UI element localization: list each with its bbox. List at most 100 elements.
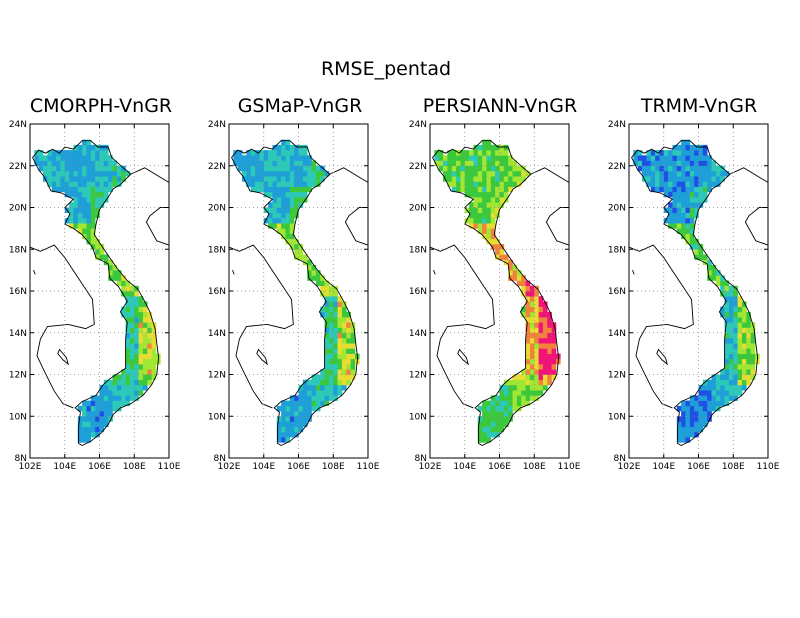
rmse-cell — [663, 191, 669, 198]
rmse-cell — [142, 364, 148, 370]
rmse-cell — [285, 150, 291, 156]
panel-title: CMORPH-VnGR — [30, 95, 172, 117]
rmse-cell — [495, 155, 500, 161]
rmse-cell — [116, 181, 122, 187]
rmse-cell — [685, 139, 691, 146]
rmse-cell — [281, 170, 286, 177]
rmse-cell — [676, 160, 682, 167]
y-tick-label: 12N — [608, 371, 626, 381]
rmse-cell — [285, 233, 291, 240]
rmse-cell — [95, 150, 100, 156]
rmse-cell — [289, 228, 295, 234]
rmse-cell — [477, 228, 483, 234]
rmse-cell — [138, 337, 144, 344]
rmse-cell — [529, 327, 535, 334]
rmse-cell — [438, 150, 444, 156]
rmse-cell — [103, 384, 109, 391]
rmse-cell — [456, 181, 461, 187]
rmse-cell — [116, 275, 122, 281]
rmse-cell — [447, 181, 453, 187]
rmse-cell — [750, 374, 756, 381]
rmse-cell — [320, 291, 325, 297]
rmse-cell — [724, 395, 730, 401]
rmse-cell — [672, 207, 678, 214]
rmse-cell — [529, 317, 535, 323]
rmse-cell — [268, 207, 273, 214]
rmse-cell — [464, 160, 470, 167]
rmse-cell — [125, 332, 131, 339]
rmse-cell — [311, 390, 317, 396]
rmse-cell — [707, 379, 712, 386]
rmse-cell — [95, 176, 100, 182]
rmse-cell — [698, 160, 704, 167]
rmse-cell — [482, 416, 487, 422]
rmse-cell — [490, 233, 496, 240]
rmse-cell — [333, 384, 338, 391]
rmse-cell — [147, 327, 152, 334]
rmse-cell — [99, 176, 105, 182]
rmse-cell — [486, 233, 492, 240]
rmse-cell — [125, 390, 131, 396]
rmse-cell — [477, 405, 483, 412]
rmse-cell — [82, 181, 87, 187]
rmse-cell — [263, 155, 269, 161]
rmse-cell — [320, 384, 325, 391]
rmse-cell — [289, 405, 295, 412]
rmse-cell — [672, 202, 678, 208]
rmse-cell — [138, 379, 144, 386]
rmse-cell — [285, 431, 291, 438]
panel-cmorph: CMORPH-VnGR 102E 104E 106E 108E 110E8N10N12N… — [9, 95, 181, 472]
rmse-cell — [350, 374, 356, 381]
rmse-cell — [86, 207, 92, 214]
rmse-cell — [298, 186, 304, 193]
rmse-cell — [129, 348, 135, 354]
rmse-cell — [285, 181, 291, 187]
rmse-cell — [681, 426, 686, 433]
rmse-cell — [469, 176, 474, 182]
rmse-cell — [486, 416, 492, 422]
rmse-cell — [43, 165, 48, 172]
rmse-cell — [720, 374, 725, 381]
rmse-cell — [750, 353, 756, 360]
rmse-cell — [707, 186, 712, 193]
rmse-cell — [142, 384, 148, 391]
rmse-cell — [698, 170, 704, 177]
rmse-cell — [298, 165, 304, 172]
rmse-cell — [737, 343, 743, 349]
rmse-cell — [129, 296, 135, 302]
rmse-cell — [655, 165, 660, 172]
rmse-cell — [486, 144, 492, 151]
rmse-cell — [650, 170, 656, 177]
rmse-cell — [668, 207, 673, 214]
rmse-cell — [90, 186, 96, 193]
rmse-cell — [294, 170, 299, 177]
rmse-cell — [516, 170, 522, 177]
rmse-cell — [350, 337, 356, 344]
laos-cambodia-border — [429, 244, 495, 409]
rmse-cell — [534, 306, 539, 313]
rmse-cell — [346, 322, 351, 328]
rmse-cell — [289, 400, 295, 407]
rmse-cell — [64, 165, 70, 172]
rmse-cell — [482, 197, 487, 203]
rmse-cell — [685, 202, 691, 208]
rmse-cell — [469, 186, 474, 193]
rmse-cell — [733, 291, 738, 297]
rmse-cell — [711, 165, 717, 172]
rmse-cell — [147, 353, 152, 360]
rmse-cell — [311, 160, 317, 167]
rmse-cell — [659, 176, 665, 182]
rmse-cell — [469, 155, 474, 161]
rmse-cell — [529, 369, 535, 375]
y-tick-label: 8N — [214, 454, 226, 464]
rmse-cell — [73, 186, 79, 193]
rmse-cell — [324, 317, 330, 323]
rmse-cell — [733, 379, 738, 386]
rmse-cell — [434, 155, 439, 161]
rmse-cell — [490, 170, 496, 177]
rmse-cell — [307, 165, 312, 172]
rmse-cell — [121, 280, 126, 287]
rmse-cell — [685, 238, 691, 245]
rmse-cell — [108, 165, 113, 172]
rmse-cell — [702, 186, 708, 193]
